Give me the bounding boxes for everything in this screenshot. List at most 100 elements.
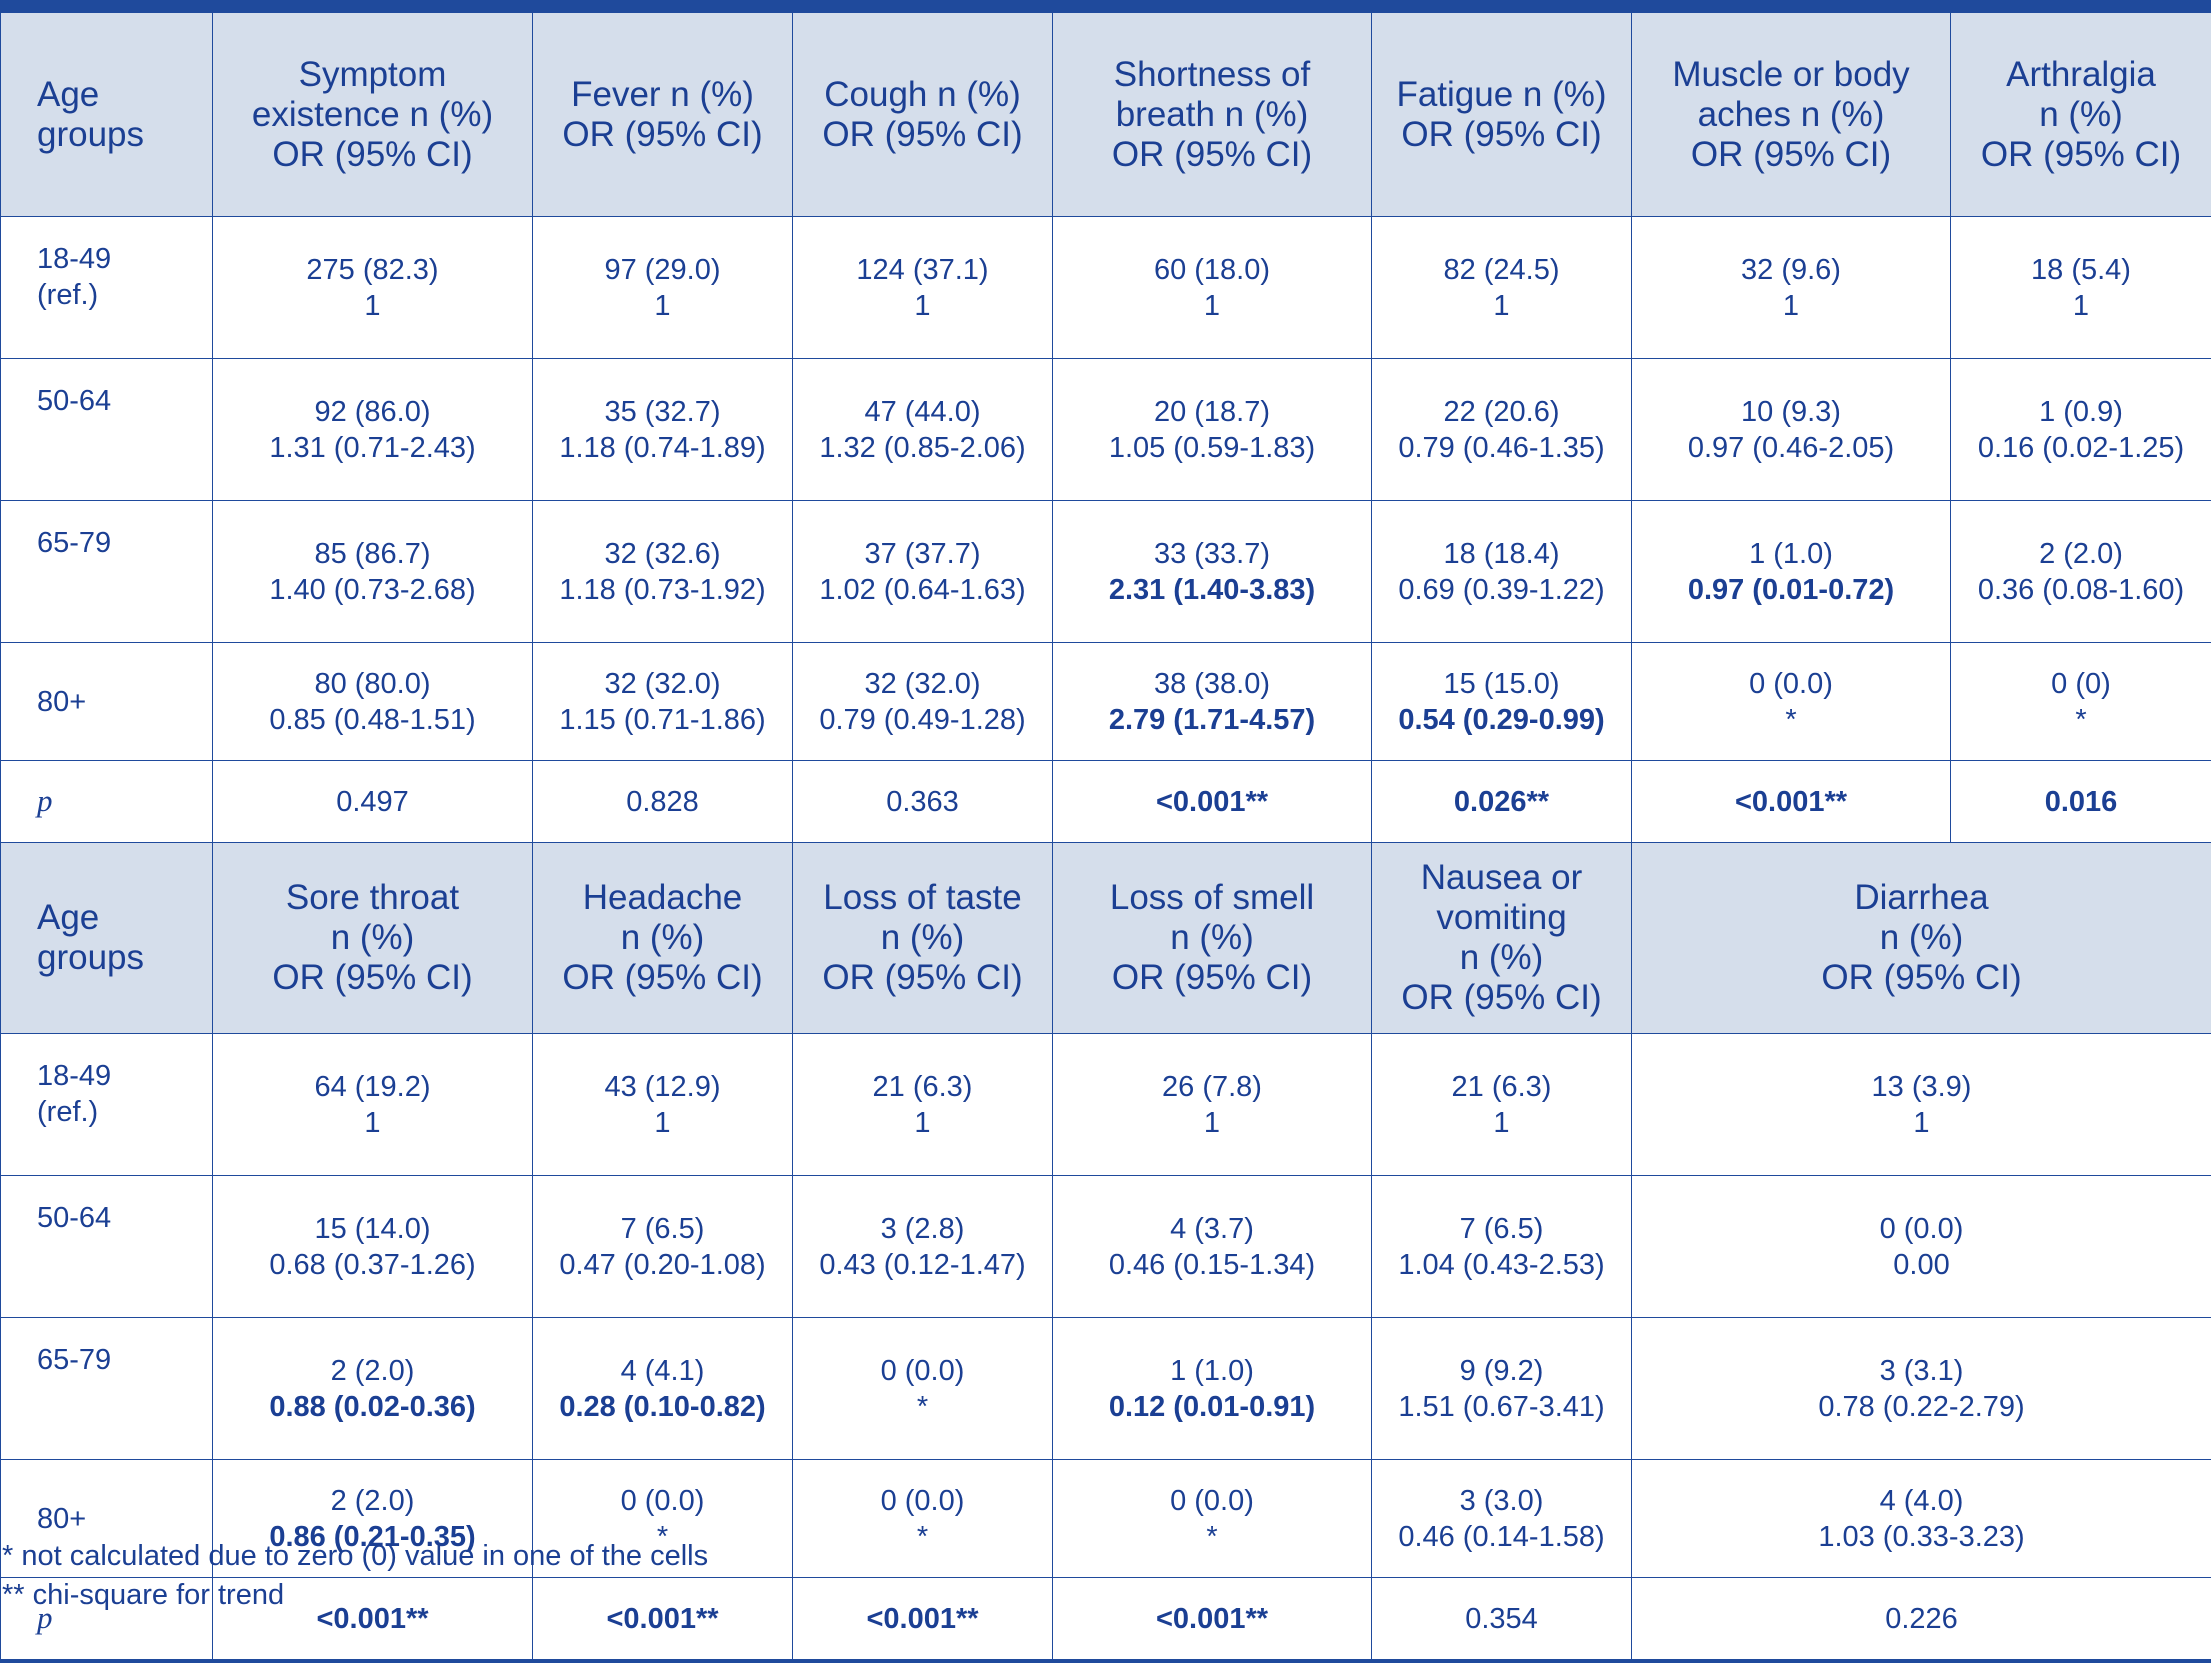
age-group-cell: 18-49(ref.) (1, 1034, 213, 1176)
odds-ratio: 1.31 (0.71-2.43) (217, 430, 528, 466)
value-cell: 47 (44.0)1.32 (0.85-2.06) (793, 359, 1053, 501)
odds-ratio: 1 (1376, 288, 1627, 324)
age-group-cell: 50-64 (1, 359, 213, 501)
odds-ratio: 0.46 (0.14-1.58) (1376, 1519, 1627, 1555)
p-value: 0.354 (1465, 1603, 1538, 1635)
value-cell: 4 (4.1)0.28 (0.10-0.82) (533, 1318, 793, 1460)
value-cell: 0 (0)* (1951, 643, 2211, 761)
cell-line: 80+ (37, 1501, 208, 1537)
age-group-cell: 65-79 (1, 1318, 213, 1460)
age-group-cell: 80+ (1, 643, 213, 761)
p-value-cell: <0.001** (1053, 761, 1372, 843)
value-cell: 32 (32.0)1.15 (0.71-1.86) (533, 643, 793, 761)
value-cell: 92 (86.0)1.31 (0.71-2.43) (213, 359, 533, 501)
count-percent: 18 (5.4) (1955, 252, 2207, 288)
table-row: 80+80 (80.0)0.85 (0.48-1.51)32 (32.0)1.1… (1, 643, 2211, 761)
value-cell: 85 (86.7)1.40 (0.73-2.68) (213, 501, 533, 643)
count-percent: 15 (15.0) (1376, 666, 1627, 702)
odds-ratio: 0.36 (0.08-1.60) (1955, 572, 2207, 608)
p-value: 0.497 (336, 786, 409, 818)
p-label: p (1, 761, 213, 843)
cell-line: 65-79 (37, 525, 208, 561)
cell-line: Age (37, 898, 208, 938)
cell-line: Arthralgia (1955, 55, 2207, 95)
age-group-cell: 50-64 (1, 1176, 213, 1318)
odds-ratio: 1.03 (0.33-3.23) (1636, 1519, 2207, 1555)
count-percent: 47 (44.0) (797, 394, 1048, 430)
odds-ratio: * (1636, 702, 1946, 738)
count-percent: 20 (18.7) (1057, 394, 1367, 430)
p-value-cell: <0.001** (1053, 1578, 1372, 1662)
count-percent: 0 (0.0) (1636, 1211, 2207, 1247)
count-percent: 2 (2.0) (217, 1353, 528, 1389)
count-percent: 82 (24.5) (1376, 252, 1627, 288)
count-percent: 0 (0.0) (1057, 1483, 1367, 1519)
cell-line: breath n (%) (1057, 95, 1367, 135)
value-cell: 0 (0.0)* (1053, 1460, 1372, 1578)
p-value: 0.828 (626, 786, 699, 818)
table-footnotes: * not calculated due to zero (0) value i… (2, 1537, 708, 1615)
count-percent: 0 (0.0) (797, 1483, 1048, 1519)
value-cell: 124 (37.1)1 (793, 217, 1053, 359)
cell-line: n (%) (1376, 938, 1627, 978)
cell-line: groups (37, 115, 208, 155)
footnote-chi-square: ** chi-square for trend (2, 1576, 708, 1615)
count-percent: 2 (2.0) (1955, 536, 2207, 572)
cell-line: OR (95% CI) (1057, 958, 1367, 998)
odds-ratio: 1.18 (0.74-1.89) (537, 430, 788, 466)
odds-ratio: 0.16 (0.02-1.25) (1955, 430, 2207, 466)
cell-line: OR (95% CI) (1955, 135, 2207, 175)
count-percent: 0 (0.0) (797, 1353, 1048, 1389)
p-value: <0.001** (1156, 786, 1268, 818)
count-percent: 85 (86.7) (217, 536, 528, 572)
count-percent: 60 (18.0) (1057, 252, 1367, 288)
age-group-cell: 65-79 (1, 501, 213, 643)
count-percent: 80 (80.0) (217, 666, 528, 702)
value-cell: 7 (6.5)0.47 (0.20-1.08) (533, 1176, 793, 1318)
value-cell: 82 (24.5)1 (1372, 217, 1632, 359)
count-percent: 1 (1.0) (1057, 1353, 1367, 1389)
p-value-cell: <0.001** (793, 1578, 1053, 1662)
cell-line: Sore throat (217, 878, 528, 918)
cell-line: groups (37, 938, 208, 978)
odds-ratio: 1 (1636, 1105, 2207, 1141)
value-cell: 2 (2.0)0.88 (0.02-0.36) (213, 1318, 533, 1460)
cell-line: vomiting (1376, 898, 1627, 938)
value-cell: 33 (33.7)2.31 (1.40-3.83) (1053, 501, 1372, 643)
count-percent: 33 (33.7) (1057, 536, 1367, 572)
odds-ratio: 1.05 (0.59-1.83) (1057, 430, 1367, 466)
odds-ratio: 0.00 (1636, 1247, 2207, 1283)
value-cell: 1 (1.0)0.12 (0.01-0.91) (1053, 1318, 1372, 1460)
value-cell: 32 (32.6)1.18 (0.73-1.92) (533, 501, 793, 643)
odds-ratio: 0.97 (0.01-0.72) (1636, 572, 1946, 608)
value-cell: 0 (0.0)* (793, 1318, 1053, 1460)
count-percent: 7 (6.5) (1376, 1211, 1627, 1247)
odds-ratio: 1.04 (0.43-2.53) (1376, 1247, 1627, 1283)
odds-ratio: * (1057, 1519, 1367, 1555)
value-cell: 18 (18.4)0.69 (0.39-1.22) (1372, 501, 1632, 643)
odds-ratio: 1.15 (0.71-1.86) (537, 702, 788, 738)
cell-line: 50-64 (37, 1200, 208, 1236)
value-cell: 60 (18.0)1 (1053, 217, 1372, 359)
cell-line: n (%) (1057, 918, 1367, 958)
cell-line: OR (95% CI) (1376, 978, 1627, 1018)
p-value-cell: 0.016 (1951, 761, 2211, 843)
odds-ratio: * (797, 1389, 1048, 1425)
count-percent: 37 (37.7) (797, 536, 1048, 572)
count-percent: 32 (9.6) (1636, 252, 1946, 288)
odds-ratio: 1.51 (0.67-3.41) (1376, 1389, 1627, 1425)
cell-line: n (%) (1636, 918, 2207, 958)
cell-line: 80+ (37, 684, 208, 720)
value-cell: 97 (29.0)1 (533, 217, 793, 359)
p-value: 0.026** (1454, 786, 1549, 818)
